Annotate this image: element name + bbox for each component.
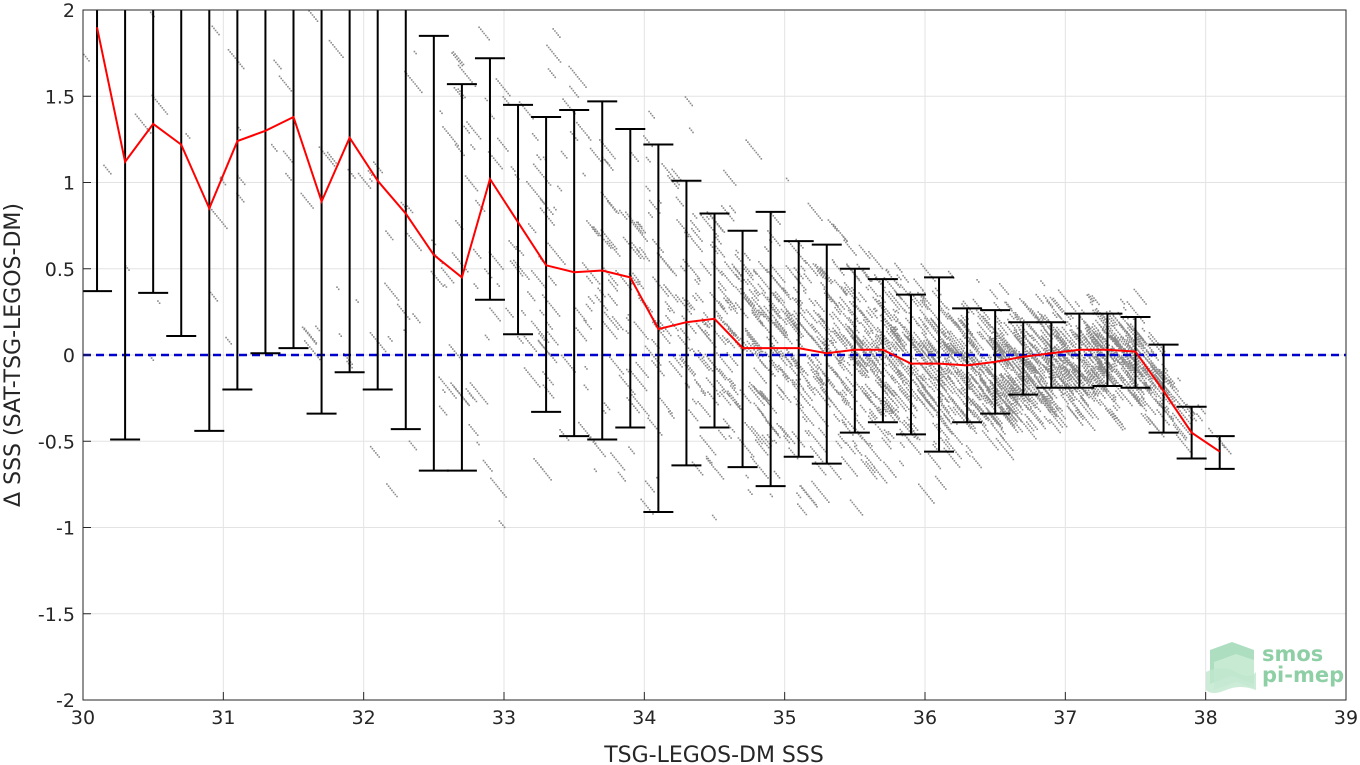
error-bar — [699, 212, 730, 429]
error-bar — [83, 10, 113, 293]
x-tick-label: 33 — [492, 707, 516, 729]
x-tick-label: 39 — [1334, 707, 1358, 729]
error-bar — [1008, 321, 1039, 396]
y-axis-label: Δ SSS (SAT-TSG-LEGOS-DM) — [1, 203, 26, 507]
y-tick-label: -0.5 — [38, 431, 75, 453]
error-bar — [362, 10, 393, 391]
x-axis-label: TSG-LEGOS-DM SSS — [603, 743, 824, 765]
x-tick-label: 31 — [211, 707, 235, 729]
error-bar — [222, 10, 253, 391]
logo-graphic-icon — [1206, 642, 1256, 693]
error-bar — [138, 10, 169, 294]
error-bar — [1036, 321, 1067, 389]
smos-pimep-logo: smos pi-mep — [1206, 642, 1344, 693]
y-axis-ticks: -2 -1.5 -1 -0.5 0 0.5 1 1.5 2 — [38, 0, 91, 712]
y-tick-label: 2 — [63, 0, 75, 22]
error-bar — [390, 10, 421, 431]
mean-difference-line — [96, 27, 1221, 453]
x-tick-label: 34 — [632, 707, 656, 729]
error-bar — [503, 103, 534, 336]
error-bar — [250, 10, 281, 355]
logo-text-line1: smos — [1262, 642, 1323, 666]
x-tick-label: 35 — [773, 707, 797, 729]
error-bar — [334, 10, 365, 374]
y-tick-label: -1.5 — [38, 604, 75, 626]
x-tick-label: 37 — [1053, 707, 1077, 729]
error-bar — [306, 10, 337, 415]
logo-text-line2: pi-mep — [1262, 663, 1344, 687]
y-tick-label: 0 — [63, 345, 75, 367]
x-tick-label: 32 — [352, 707, 376, 729]
y-tick-label: 0.5 — [45, 259, 75, 281]
y-tick-label: -1 — [56, 518, 75, 540]
x-tick-label: 38 — [1194, 707, 1218, 729]
x-axis-ticks: 30 31 32 33 34 35 36 37 38 39 — [71, 692, 1358, 729]
y-tick-label: 1.5 — [45, 86, 75, 108]
error-bar — [278, 10, 309, 350]
error-bar — [1148, 343, 1179, 434]
error-bar — [1204, 435, 1235, 470]
error-bar — [166, 10, 197, 338]
x-tick-label: 36 — [913, 707, 937, 729]
y-tick-label: -2 — [56, 690, 75, 712]
y-tick-label: 1 — [63, 173, 75, 195]
error-bar — [194, 10, 225, 432]
x-tick-label: 30 — [71, 707, 95, 729]
error-bar — [110, 10, 141, 441]
